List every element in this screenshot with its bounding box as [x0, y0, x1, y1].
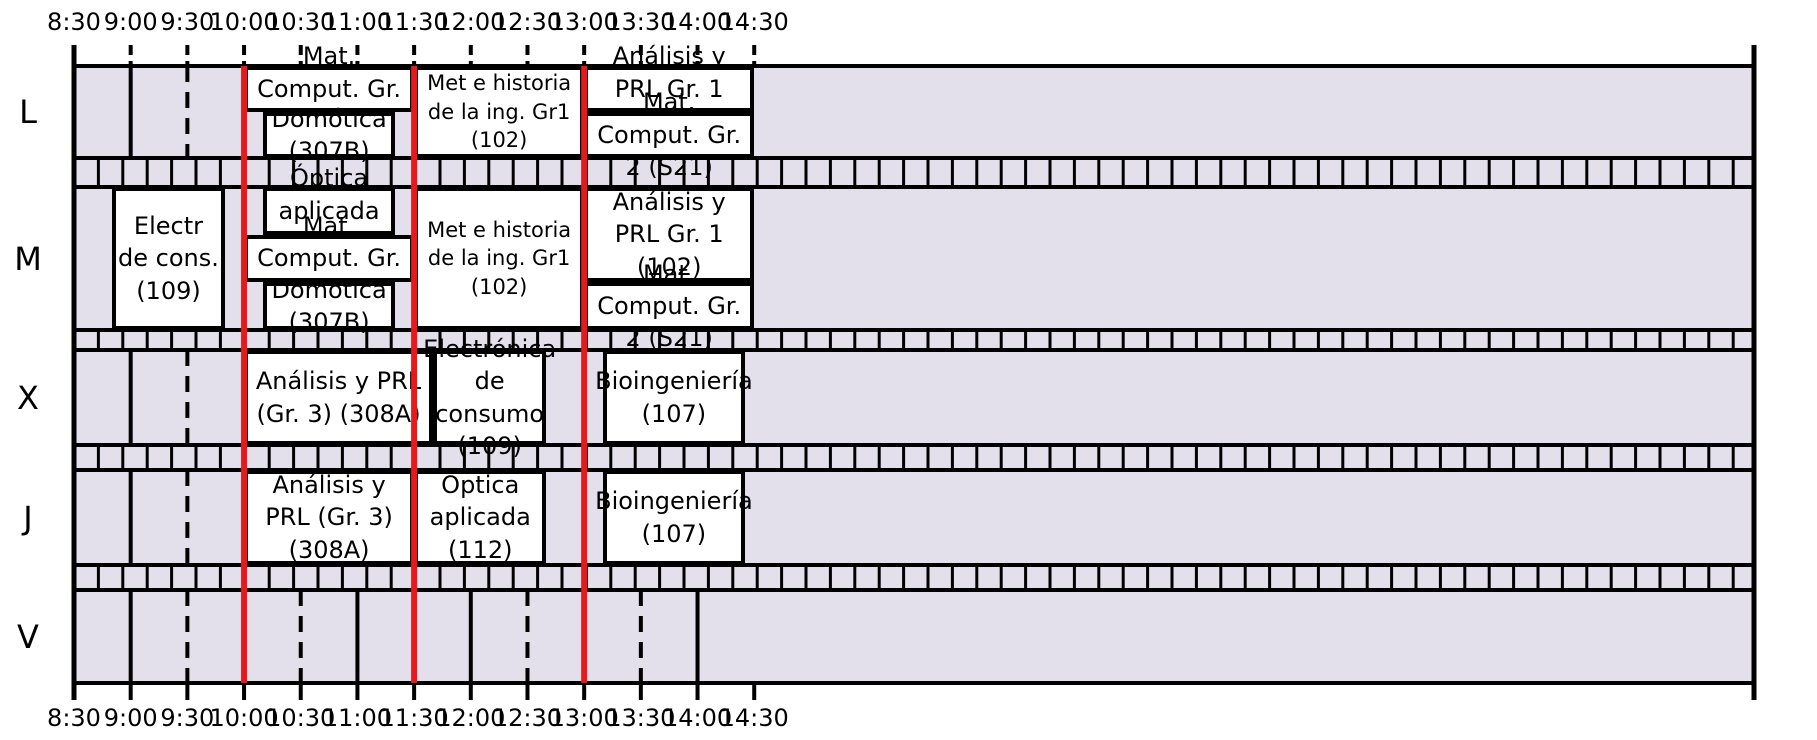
class-block-label: Bioingeniería (107): [595, 487, 753, 548]
class-block[interactable]: Domótica (307B): [262, 276, 396, 336]
time-label: 11:00: [322, 704, 393, 732]
class-block-label: Análisis y PRL (Gr. 3) (308A): [265, 470, 393, 564]
class-block-label: Met e historia de la ing. Gr1 (102): [427, 71, 572, 153]
class-block[interactable]: Met e historia de la ing. Gr1 (102): [414, 66, 585, 158]
day-label-L: L: [19, 93, 37, 131]
separator-strip: [72, 156, 1756, 189]
time-label: 9:30: [160, 704, 215, 732]
class-block[interactable]: Óptica aplicada (112): [262, 164, 396, 257]
day-label-J: J: [23, 498, 33, 537]
time-label: 11:30: [379, 704, 449, 732]
separator-strip: [72, 563, 1756, 592]
time-label: 13:30: [606, 8, 676, 36]
time-label: 14:30: [719, 8, 789, 36]
time-label: 13:00: [549, 704, 619, 732]
time-label: 10:00: [209, 704, 279, 732]
time-label: 8:30: [47, 704, 101, 732]
class-block-label: Electr de cons. (109): [118, 211, 219, 305]
time-label: 12:30: [492, 8, 563, 36]
time-label: 11:00: [322, 8, 393, 36]
class-block[interactable]: Mat. Comput. Gr. 2 (S21): [584, 260, 755, 352]
time-label: 12:00: [436, 704, 506, 732]
time-label: 12:30: [492, 704, 563, 732]
time-label: 14:00: [662, 704, 733, 732]
class-block[interactable]: Análisis y PRL (Gr. 3) (308A): [244, 470, 415, 565]
time-label: 8:30: [47, 8, 101, 36]
class-block-label: Mat. Comput. Gr. 2 (S21): [597, 259, 742, 353]
time-label: 14:00: [662, 8, 733, 36]
class-block[interactable]: Bioingeniería (107): [595, 350, 753, 445]
class-block[interactable]: Met e historia de la ing. Gr1 (102): [414, 187, 585, 330]
separator-strip: [72, 443, 1756, 472]
class-block[interactable]: Bioingeniería (107): [595, 470, 753, 565]
class-block-label: Domótica (307B): [271, 104, 387, 165]
time-label: 9:00: [103, 704, 158, 732]
class-block[interactable]: Mat. Comput. Gr. 2 (S21): [584, 88, 755, 181]
time-label: 14:30: [719, 704, 789, 732]
class-block[interactable]: Electr de cons. (109): [111, 187, 226, 330]
time-label: 13:00: [549, 8, 619, 36]
time-label: 9:30: [160, 8, 215, 36]
time-label: 9:00: [103, 8, 158, 36]
class-block-label: Análisis y PRL Gr. 1 (102): [612, 188, 726, 281]
class-block-label: Óptica aplicada (112): [429, 470, 531, 564]
class-block-label: Met e historia de la ing. Gr1 (102): [427, 217, 572, 299]
day-label-M: M: [14, 239, 42, 278]
time-label: 10:30: [266, 8, 336, 36]
class-block[interactable]: Electrónica de consumo (109): [423, 335, 556, 460]
class-block-label: Mat. Comput. Gr. 2 (S21): [597, 88, 742, 182]
class-block-label: Bioingeniería (107): [595, 367, 753, 428]
class-block-label: Análisis y PRL (Gr. 3) (308A): [255, 367, 422, 428]
time-label: 13:30: [606, 704, 676, 732]
day-row-V: [72, 588, 1756, 685]
class-block[interactable]: Óptica aplicada (112): [414, 470, 547, 565]
time-label: 12:00: [436, 8, 506, 36]
class-block[interactable]: Domótica (307B): [262, 105, 396, 165]
time-label: 10:00: [209, 8, 279, 36]
class-block-label: Electrónica de consumo (109): [423, 334, 557, 460]
class-block[interactable]: Análisis y PRL (Gr. 3) (308A): [244, 350, 433, 445]
day-label-X: X: [17, 378, 39, 417]
day-label-V: V: [17, 617, 39, 656]
class-block-label: Domótica (307B): [271, 275, 387, 337]
class-block[interactable]: Análisis y PRL Gr. 1 (102): [584, 187, 755, 283]
time-label: 10:30: [266, 704, 336, 732]
time-label: 11:30: [379, 8, 449, 36]
